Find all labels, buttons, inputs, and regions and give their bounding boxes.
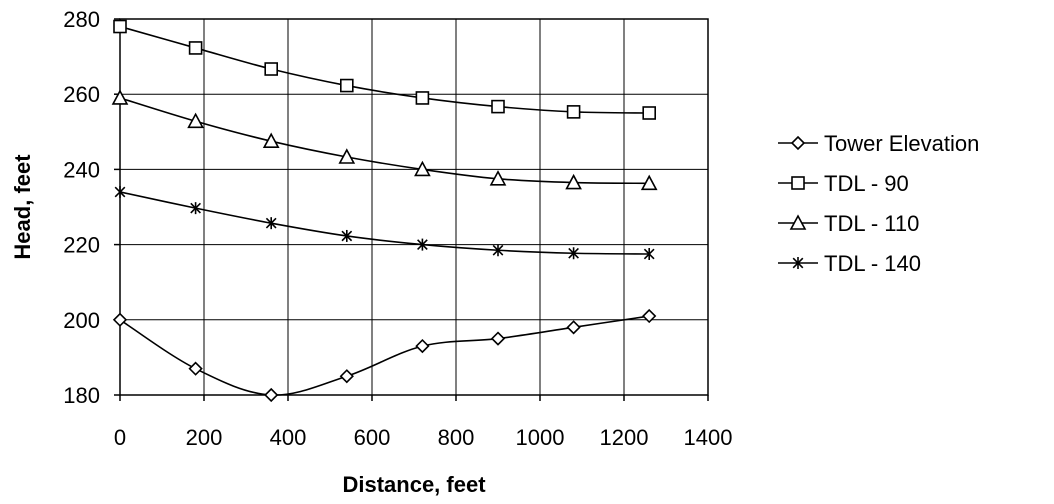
data-point [415, 338, 430, 354]
legend-label: TDL - 90 [824, 171, 909, 196]
data-point [190, 202, 201, 215]
data-point [339, 78, 354, 93]
data-point [640, 174, 658, 191]
data-point [642, 106, 657, 120]
data-point [489, 170, 507, 186]
data-point [643, 248, 655, 260]
data-point [417, 238, 428, 251]
x-tick-label: 200 [186, 425, 223, 450]
data-point [339, 369, 354, 384]
y-axis-title: Head, feet [10, 154, 35, 260]
data-point [264, 387, 279, 403]
series-tdl-110 [111, 89, 658, 191]
data-point [642, 308, 657, 324]
x-tick-label: 1400 [684, 425, 733, 450]
data-point [568, 247, 579, 260]
data-point [188, 41, 203, 55]
data-point [187, 112, 204, 129]
axes: 0 200 400 600 800 1000 1200 1400 180 200 220 240 260… [63, 7, 732, 450]
legend-item: TDL - 140 [778, 251, 921, 276]
series-group [111, 19, 658, 403]
legend-label: TDL - 110 [824, 211, 919, 236]
y-tick-label: 180 [63, 383, 100, 408]
legend-marker [789, 214, 807, 230]
x-tick-label: 400 [270, 425, 307, 450]
data-point [264, 62, 279, 76]
series-line [119, 25, 650, 114]
legend-label: TDL - 140 [824, 251, 921, 276]
data-point [565, 173, 582, 190]
data-point [414, 160, 431, 177]
grid-lines [119, 18, 709, 396]
data-point [491, 99, 505, 114]
x-tick-label: 1000 [516, 425, 565, 450]
legend-marker [790, 135, 806, 151]
y-tick-label: 280 [63, 7, 100, 32]
x-tick-label: 1200 [600, 425, 649, 450]
data-point [262, 132, 280, 148]
legend-marker [792, 257, 804, 269]
legend: Tower Elevation TDL - 90 TDL - 110 TDL - 14… [778, 131, 979, 276]
series-line [119, 191, 650, 255]
legend-item: TDL - 90 [778, 171, 909, 196]
y-tick-label: 200 [63, 308, 100, 333]
series-tdl-140 [114, 185, 655, 260]
data-point [188, 361, 203, 376]
data-point [338, 148, 356, 164]
data-point [112, 312, 128, 327]
legend-item: TDL - 110 [778, 211, 919, 236]
legend-marker [791, 176, 805, 190]
plot-area [119, 18, 709, 396]
legend-label: Tower Elevation [824, 131, 979, 156]
x-tick-label: 600 [354, 425, 391, 450]
x-tick-label: 800 [438, 425, 475, 450]
y-tick-label: 260 [63, 82, 100, 107]
series-line [119, 97, 650, 185]
data-point [265, 217, 277, 230]
data-point [492, 244, 504, 257]
data-point [566, 105, 581, 119]
data-point [415, 91, 430, 105]
data-point [341, 229, 353, 242]
data-point [111, 89, 129, 105]
series-tdl-90 [113, 19, 657, 120]
y-tick-label: 220 [63, 233, 100, 258]
series-tower-elevation [112, 308, 657, 403]
y-tick-label: 240 [63, 157, 100, 182]
data-point [114, 185, 126, 198]
x-tick-label: 0 [114, 425, 126, 450]
data-point [113, 19, 127, 34]
x-axis-title: Distance, feet [342, 472, 486, 497]
data-point [490, 331, 506, 346]
legend-item: Tower Elevation [778, 131, 979, 156]
data-point [566, 320, 581, 335]
